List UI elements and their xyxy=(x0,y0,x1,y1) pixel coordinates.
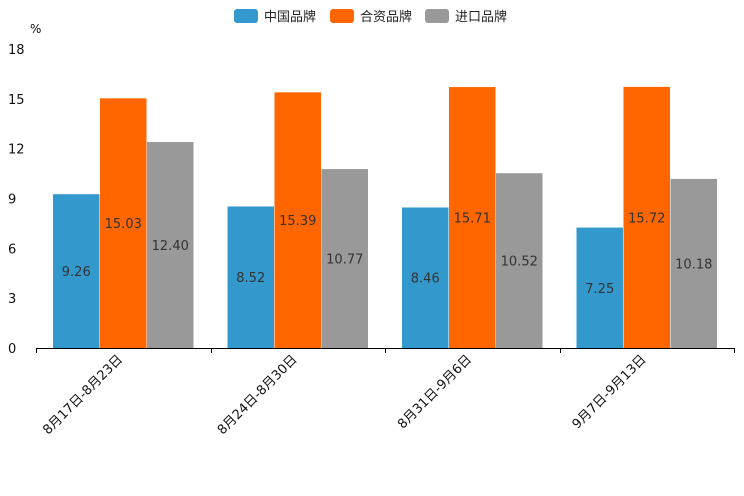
x-category-label: 9月7日-9月13日 xyxy=(570,352,650,432)
data-label: 10.52 xyxy=(501,255,538,270)
bar xyxy=(623,86,670,348)
bar xyxy=(147,142,194,348)
bar xyxy=(496,173,543,348)
legend-item[interactable]: 合资品牌 xyxy=(330,9,412,25)
y-axis-unit-label: % xyxy=(30,22,41,36)
y-tick-label: 9 xyxy=(8,193,16,208)
bar xyxy=(274,92,321,348)
bar xyxy=(227,206,274,348)
legend-label: 合资品牌 xyxy=(360,9,412,25)
legend-swatch xyxy=(330,9,354,23)
bar xyxy=(402,207,449,348)
y-tick-label: 3 xyxy=(8,292,16,307)
data-label: 15.71 xyxy=(454,212,491,227)
legend-item[interactable]: 进口品牌 xyxy=(425,9,507,25)
bar xyxy=(321,169,368,348)
data-label: 10.77 xyxy=(326,253,363,268)
bar xyxy=(449,87,496,349)
bar xyxy=(100,98,147,349)
data-label: 8.46 xyxy=(411,272,440,287)
legend-swatch xyxy=(425,9,449,23)
data-label: 15.72 xyxy=(628,211,665,226)
data-label: 10.18 xyxy=(675,257,712,272)
data-label: 15.39 xyxy=(279,214,316,229)
data-label: 15.03 xyxy=(105,217,142,232)
data-label: 12.40 xyxy=(152,239,189,254)
x-axis: 8月17日-8月23日 8月24日-8月30日 8月31日-9月6日 9月7日-9月1… xyxy=(36,348,735,438)
legend-swatch xyxy=(234,9,258,23)
y-tick-label: 12 xyxy=(8,143,25,158)
y-axis: 0 3 6 9 12 15 18 xyxy=(8,43,25,357)
bar xyxy=(670,178,717,348)
x-category-label: 8月31日-9月6日 xyxy=(395,352,475,432)
data-label: 9.26 xyxy=(62,265,91,280)
bar xyxy=(576,227,623,348)
y-tick-label: 18 xyxy=(8,43,25,58)
data-labels: 9.26 8.52 8.46 7.25 15.03 15.39 15.71 15.72 12.4… xyxy=(62,211,713,296)
y-tick-label: 15 xyxy=(8,93,25,108)
legend-item[interactable]: 中国品牌 xyxy=(234,9,316,25)
x-category-label: 8月24日-8月30日 xyxy=(215,352,301,438)
x-category-label: 8月17日-8月23日 xyxy=(40,352,126,438)
legend: 中国品牌 合资品牌 进口品牌 xyxy=(234,9,507,25)
legend-label: 中国品牌 xyxy=(264,9,316,25)
data-label: 8.52 xyxy=(236,271,265,286)
legend-label: 进口品牌 xyxy=(455,9,507,25)
y-tick-label: 6 xyxy=(8,242,16,257)
bar xyxy=(53,194,100,348)
data-label: 7.25 xyxy=(585,282,614,297)
bars xyxy=(53,86,717,349)
y-tick-label: 0 xyxy=(8,342,16,357)
